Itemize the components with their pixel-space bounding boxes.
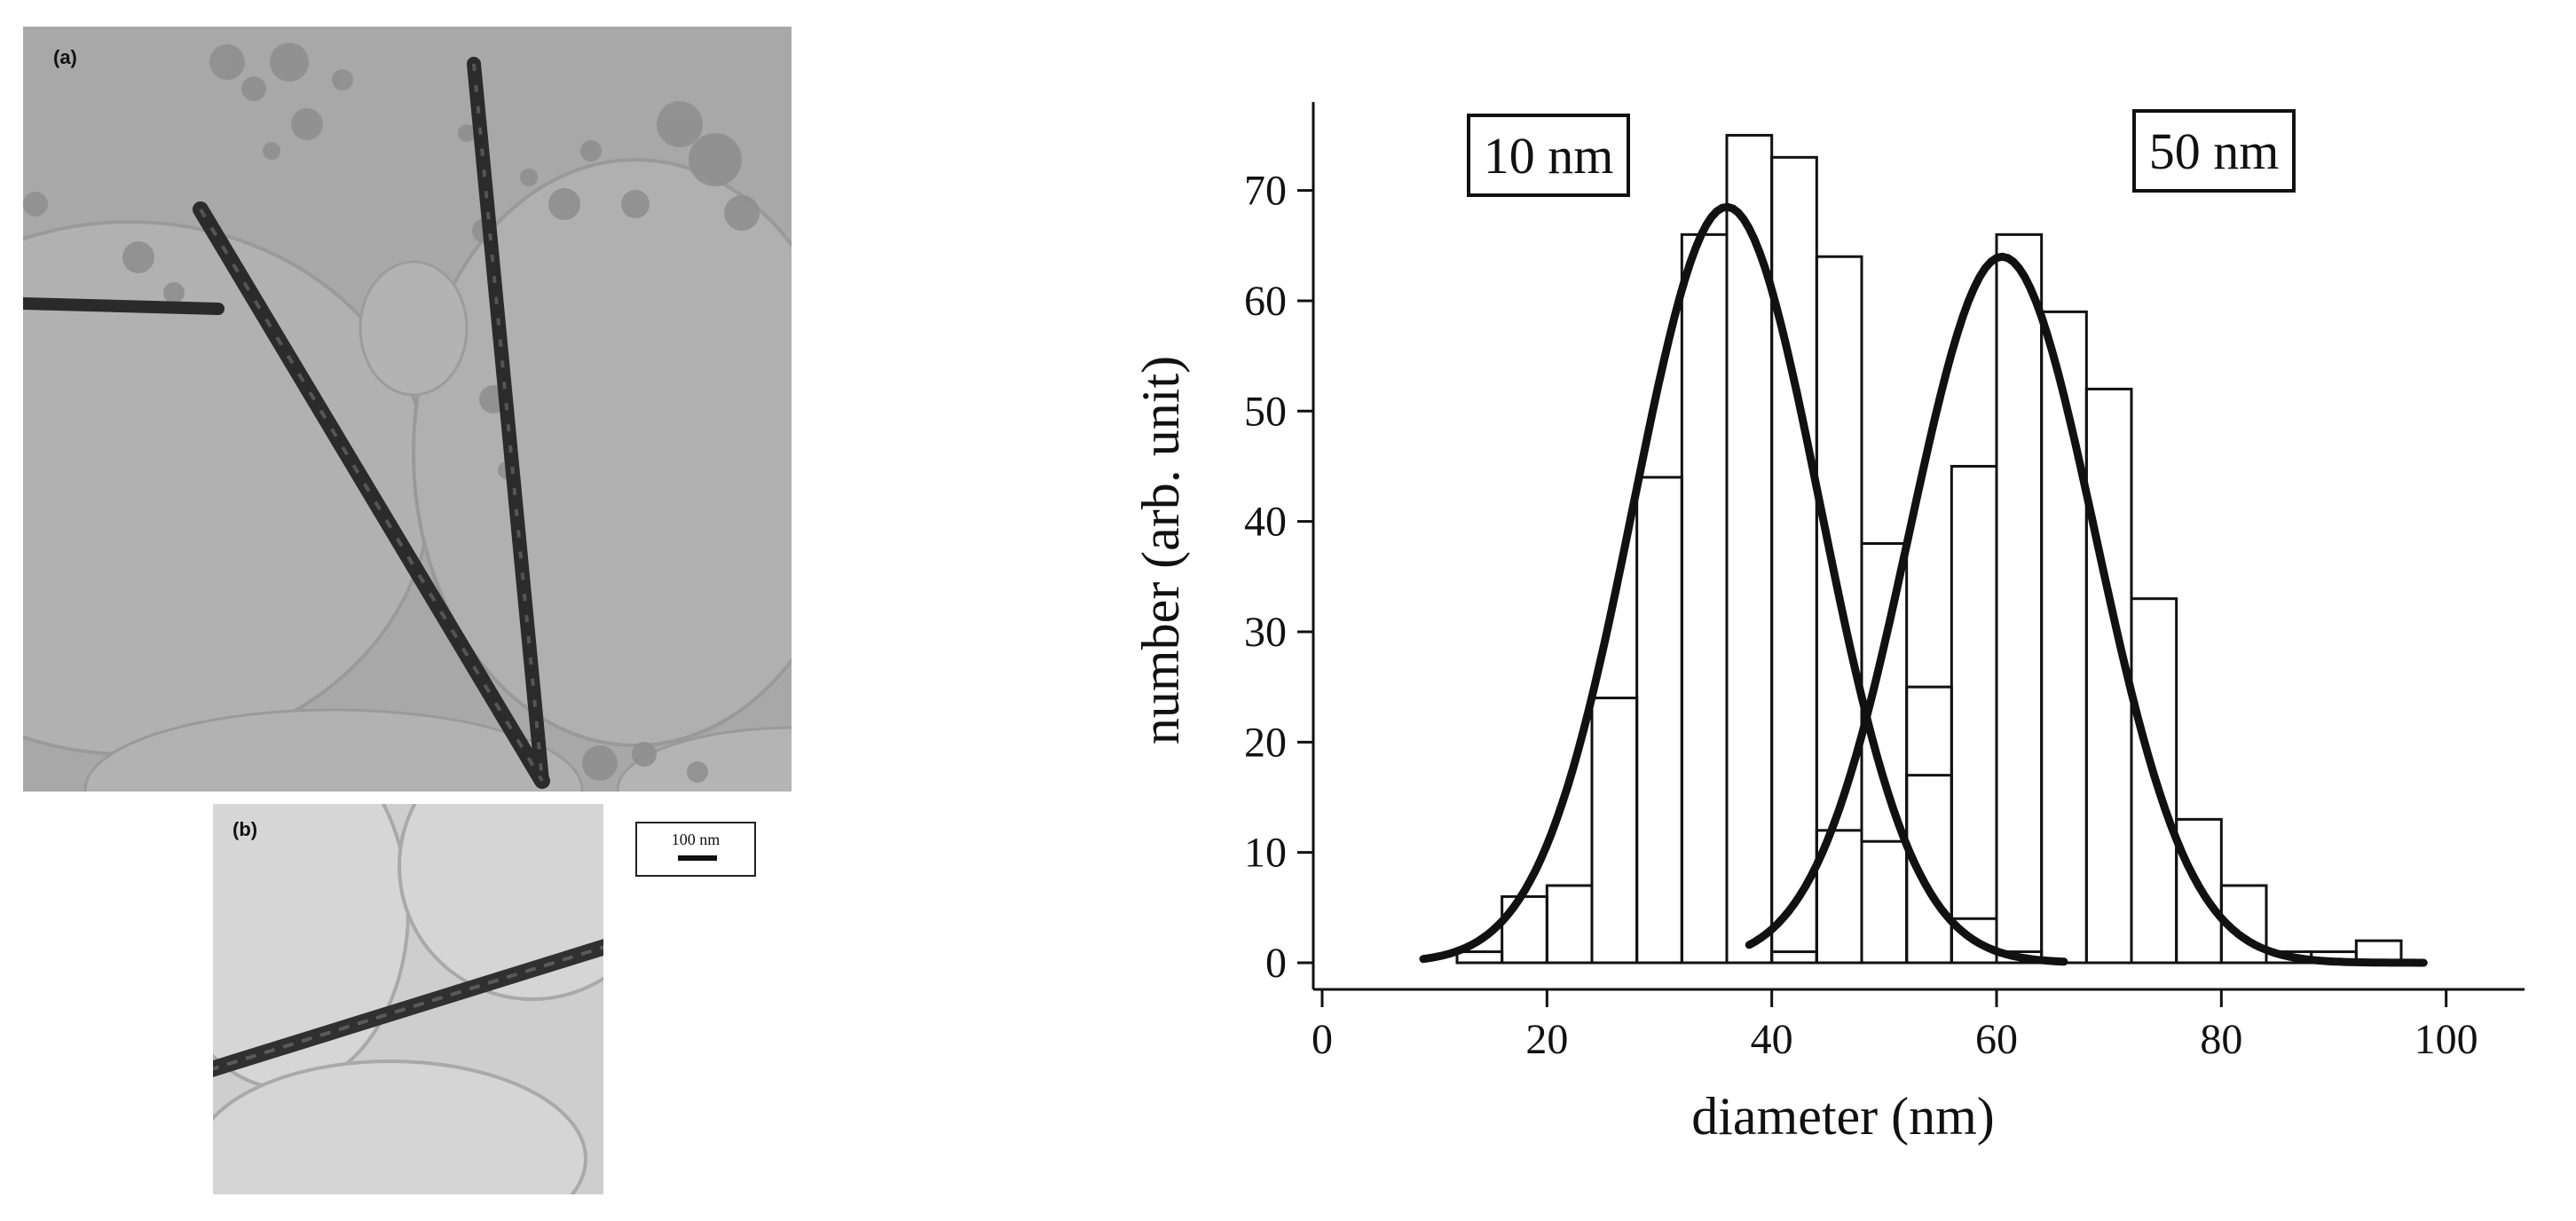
y-tick-label: 60 <box>1244 278 1287 325</box>
bars-layer <box>1455 133 2403 965</box>
histogram-bar <box>1455 950 1504 965</box>
legend-box <box>2132 109 2296 193</box>
x-tick-label: 80 <box>2200 1016 2242 1063</box>
tem-image-b-drawing <box>213 804 603 1194</box>
histogram-bar <box>1680 232 1729 965</box>
legend-box <box>1467 114 1630 197</box>
histogram-bar <box>1590 697 1639 965</box>
y-axis-title: number (arb. unit) <box>1131 356 1190 744</box>
histogram-bar <box>1770 155 1818 965</box>
y-tick-label: 50 <box>1244 388 1287 435</box>
scale-bar: 100 nm <box>635 822 756 877</box>
scale-bar-line <box>678 855 717 861</box>
histogram-svg: 0 10 20 30 40 50 60 70 0 20 40 60 80 100 diameter (nm… <box>1131 102 2525 1146</box>
histogram-bar <box>1545 884 1594 965</box>
tem-image-a: (a) <box>23 27 792 792</box>
y-tick-label: 10 <box>1244 830 1287 877</box>
y-tick-label: 30 <box>1244 609 1287 656</box>
y-tick-label: 20 <box>1244 719 1287 766</box>
ticks-layer: 0 10 20 30 40 50 60 70 0 20 40 60 80 100 <box>1244 168 2478 1063</box>
panel-b-label: (b) <box>232 818 258 840</box>
x-axis-title: diameter (nm) <box>1691 1087 1995 1146</box>
histogram-bar <box>2219 884 2268 965</box>
x-tick-label: 20 <box>1525 1016 1568 1063</box>
panel-a-label: (a) <box>53 46 77 68</box>
axes-layer <box>1312 102 2525 991</box>
histogram-bar <box>1995 232 2044 965</box>
diameter-histogram: 0 10 20 30 40 50 60 70 0 20 40 60 80 100 diameter (nm… <box>1100 18 2564 1207</box>
gaussian-fit-line <box>1745 252 2428 967</box>
x-tick-label: 0 <box>1312 1016 1333 1063</box>
legend-label: 50 nm <box>2149 122 2280 180</box>
x-tick-label: 40 <box>1751 1016 1793 1063</box>
histogram-bar <box>1950 464 1998 965</box>
histogram-bar <box>1905 685 1953 965</box>
legend-layer: 10 nm 50 nm <box>1467 109 2296 197</box>
scale-bar-label: 100 nm <box>671 831 721 848</box>
tem-image-b: (b) <box>213 804 603 1194</box>
y-tick-label: 70 <box>1244 168 1287 215</box>
gaussian-fit-line <box>1419 202 2068 966</box>
histogram-bar <box>1770 950 1818 965</box>
fit-layer <box>1419 202 2428 967</box>
histogram-bar <box>1860 542 1909 965</box>
histogram-bar <box>1635 476 1683 965</box>
histogram-bar <box>1501 894 1548 965</box>
x-tick-label: 60 <box>1975 1016 2018 1063</box>
histogram-bar <box>2130 597 2178 965</box>
x-tick-label: 100 <box>2415 1016 2478 1063</box>
legend-label: 10 nm <box>1484 127 1614 185</box>
histogram-bar <box>1860 839 1909 965</box>
y-tick-label: 40 <box>1244 499 1287 546</box>
tem-image-a-drawing <box>23 27 792 792</box>
y-tick-label: 0 <box>1265 940 1287 987</box>
